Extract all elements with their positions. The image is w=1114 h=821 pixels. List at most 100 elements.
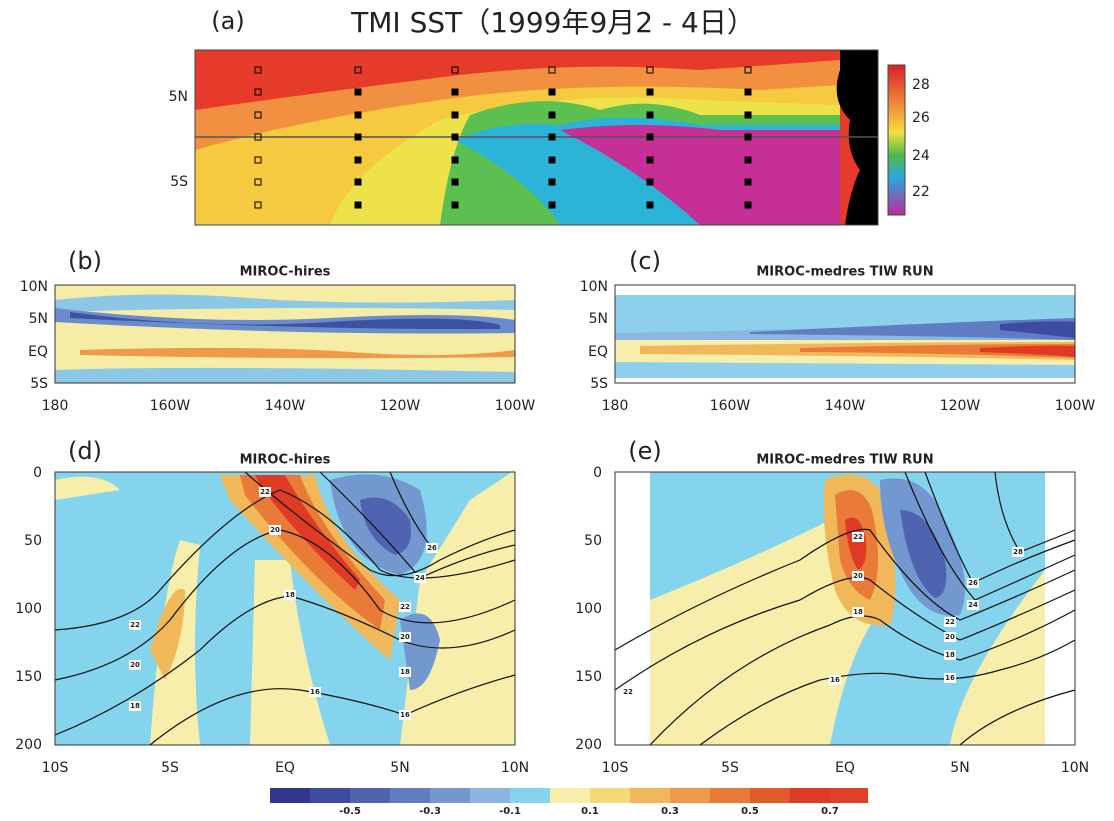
y-tick-label: 0 xyxy=(593,465,602,481)
station xyxy=(254,88,262,96)
y-tick-label: 0 xyxy=(33,465,42,481)
x-tick-label: 160W xyxy=(710,398,751,414)
contour-label-bg xyxy=(269,525,281,535)
station xyxy=(744,111,752,119)
x-tick-label: 5N xyxy=(390,760,409,776)
x-tick-label: 5N xyxy=(950,760,969,776)
contour-label-bg xyxy=(829,675,841,685)
x-tick-label: 100W xyxy=(1055,398,1096,414)
station xyxy=(451,156,459,164)
station xyxy=(451,88,459,96)
station xyxy=(451,111,459,119)
x-tick-label: 10S xyxy=(602,760,629,776)
contour-label: 16 xyxy=(830,676,840,684)
contour-label-bg xyxy=(967,578,979,588)
station xyxy=(354,133,362,141)
contour-label-bg xyxy=(129,620,141,630)
colorbar-label: 28 xyxy=(912,77,930,93)
station xyxy=(548,111,556,119)
contour-label: 22 xyxy=(623,688,633,696)
contour-label-bg xyxy=(944,650,956,660)
contour-label-bg xyxy=(944,617,956,627)
contour-label: 28 xyxy=(1013,548,1023,556)
contour-label: 24 xyxy=(968,601,978,609)
panel-label: (a) xyxy=(211,7,244,35)
x-tick-label: 120W xyxy=(380,398,421,414)
anomaly-colorbar: -0.5 -0.3 -0.1 0.1 0.3 0.5 0.7 xyxy=(270,788,868,817)
station xyxy=(744,133,752,141)
y-tick-label: 50 xyxy=(24,533,42,549)
panel-title: MIROC-hires xyxy=(240,265,331,280)
contour-label: 20 xyxy=(400,633,410,641)
colorbar-cell xyxy=(430,788,470,803)
station xyxy=(744,66,752,74)
colorbar-cell xyxy=(310,788,350,803)
colorbar-cell xyxy=(790,788,830,803)
x-tick-label: EQ xyxy=(275,760,295,776)
contour-label-bg xyxy=(1012,547,1024,557)
x-tick-label: 5S xyxy=(161,760,179,776)
colorbar-label: 0.7 xyxy=(821,806,839,817)
panel-label: (c) xyxy=(629,247,661,275)
colorbar-cell xyxy=(350,788,390,803)
colorbar-cell xyxy=(670,788,710,803)
station xyxy=(548,66,556,74)
station xyxy=(548,156,556,164)
y-tick-label: EQ xyxy=(588,344,608,360)
station xyxy=(254,133,262,141)
colorbar-cell xyxy=(390,788,430,803)
station xyxy=(646,88,654,96)
contour-label-bg xyxy=(284,590,296,600)
colorbar-cell xyxy=(270,788,310,803)
contour-label: 22 xyxy=(130,621,140,629)
y-tick-label: 5S xyxy=(590,376,608,392)
sst-map xyxy=(194,49,879,226)
contour-label: 18 xyxy=(945,651,955,659)
contour-label-bg xyxy=(944,673,956,683)
station xyxy=(646,201,654,209)
station xyxy=(451,178,459,186)
contour-label: 22 xyxy=(853,533,863,541)
colorbar-cell xyxy=(550,788,590,803)
panel-title: TMI SST（1999年9月2 - 4日） xyxy=(350,6,755,39)
panel-title: MIROC-hires xyxy=(240,453,331,468)
station xyxy=(254,66,262,74)
panel-label: (d) xyxy=(68,437,102,465)
station xyxy=(451,201,459,209)
panel-title: MIROC-medres TIW RUN xyxy=(756,265,933,280)
contour-label: 20 xyxy=(853,572,863,580)
colorbar-label: -0.5 xyxy=(339,806,361,817)
y-tick-label: 5S xyxy=(30,376,48,392)
contour-label-bg xyxy=(852,607,864,617)
colorbar-cell xyxy=(830,788,868,803)
field-b xyxy=(54,284,516,384)
contour-label-bg xyxy=(129,660,141,670)
y-tick-label: 5N xyxy=(589,311,608,327)
contour-label: 22 xyxy=(260,488,270,496)
colorbar-cell xyxy=(470,788,510,803)
station xyxy=(646,156,654,164)
x-tick-label: 160W xyxy=(150,398,191,414)
colorbar-cell xyxy=(630,788,670,803)
station xyxy=(354,88,362,96)
colorbar-cell xyxy=(710,788,750,803)
panel-title: MIROC-medres TIW RUN xyxy=(756,453,933,468)
station xyxy=(744,201,752,209)
contour-label: 20 xyxy=(945,633,955,641)
colorbar-label: -0.3 xyxy=(419,806,441,817)
contour-label-bg xyxy=(259,487,271,497)
y-tick-label: 5N xyxy=(29,311,48,327)
field-e xyxy=(614,471,1076,746)
contour-label: 20 xyxy=(130,661,140,669)
x-tick-label: 100W xyxy=(495,398,536,414)
contour-label-bg xyxy=(967,600,979,610)
station xyxy=(354,111,362,119)
y-tick-label: 10N xyxy=(20,279,48,295)
contour-label-bg xyxy=(852,571,864,581)
colorbar-label: 0.5 xyxy=(741,806,759,817)
colorbar-cell xyxy=(510,788,550,803)
station xyxy=(354,66,362,74)
contour-label-bg xyxy=(309,687,321,697)
station xyxy=(646,111,654,119)
contour-label-bg xyxy=(852,532,864,542)
